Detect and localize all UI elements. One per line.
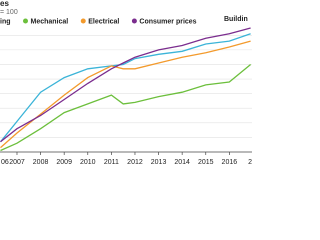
x-tick-label: 2007 xyxy=(9,159,25,166)
chart-title: es xyxy=(0,0,9,8)
x-tick-label: 2010 xyxy=(80,159,96,166)
legend-label: Electrical xyxy=(88,18,119,25)
end-label: Buildin xyxy=(224,16,248,23)
legend-label: Mechanical xyxy=(31,18,69,25)
x-tick-label: 2009 xyxy=(56,159,72,166)
legend-label: ing xyxy=(0,18,11,25)
legend-marker xyxy=(23,18,28,24)
x-tick-label: 06 xyxy=(1,159,9,166)
series-line xyxy=(0,40,251,149)
x-tick-label: 2011 xyxy=(104,159,119,166)
legend-label: Consumer prices xyxy=(139,18,196,25)
series-line xyxy=(0,33,251,143)
x-tick-label: 2 xyxy=(248,159,252,166)
chart-subtitle: = 100 xyxy=(0,9,18,16)
x-tick-label: 2016 xyxy=(222,159,238,166)
series-line xyxy=(0,63,252,152)
series-line xyxy=(0,27,251,143)
x-tick-label: 2015 xyxy=(198,159,214,166)
x-tick-label: 2013 xyxy=(151,159,167,166)
x-tick-label: 2008 xyxy=(33,159,49,166)
x-tick-label: 2012 xyxy=(127,159,143,166)
legend-marker xyxy=(131,18,137,24)
chart: es = 100 06 2007 2008 2009 2010 2011 2012 2013 2… xyxy=(0,0,252,166)
x-tick-label: 2014 xyxy=(174,159,190,166)
legend-marker xyxy=(80,18,86,24)
